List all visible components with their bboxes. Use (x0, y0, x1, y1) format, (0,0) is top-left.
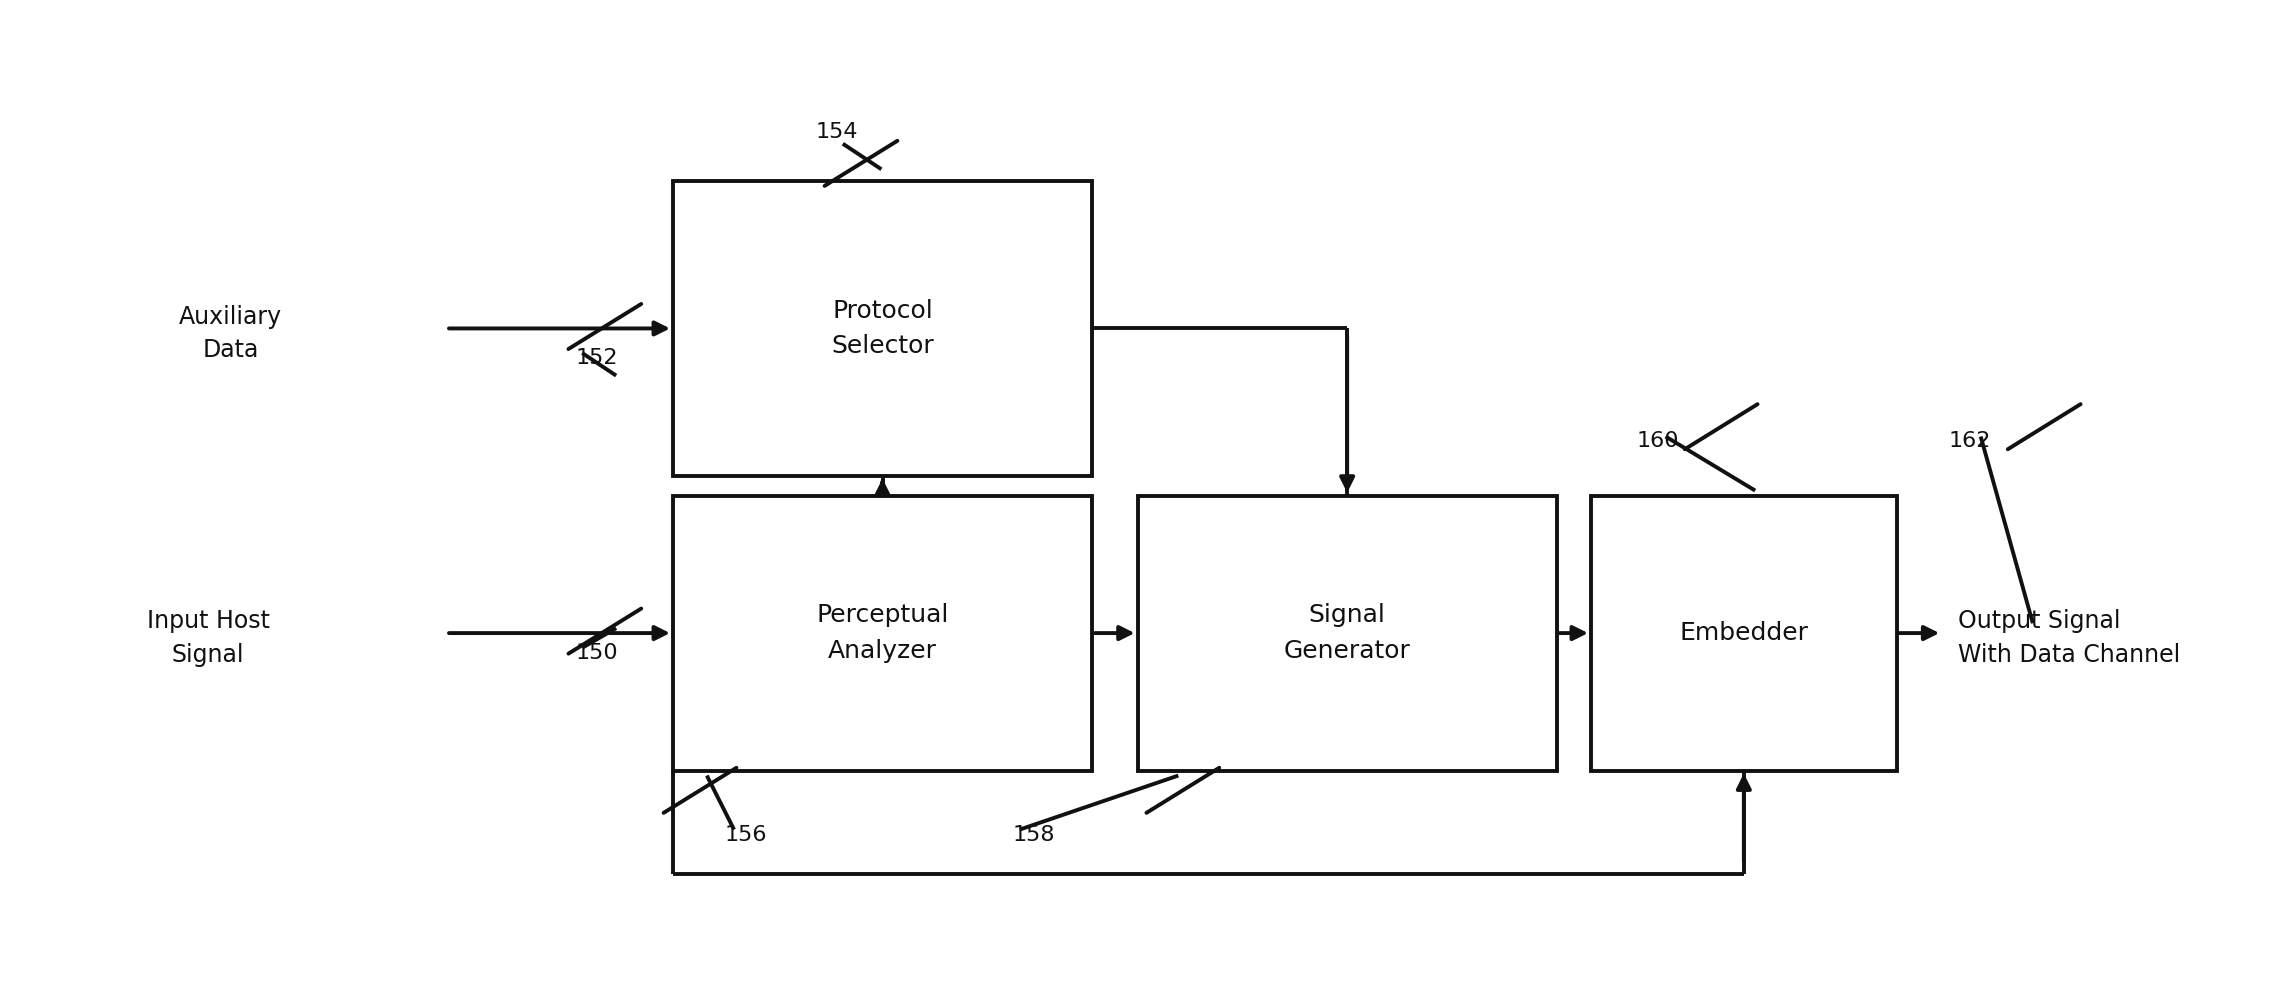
Text: 150: 150 (576, 643, 619, 663)
Text: 162: 162 (1950, 431, 1991, 452)
Text: 152: 152 (576, 348, 619, 368)
Text: 154: 154 (817, 122, 858, 142)
Text: 156: 156 (726, 825, 767, 844)
Text: Perceptual
Analyzer: Perceptual Analyzer (817, 604, 949, 663)
Bar (673, 496, 1092, 771)
Text: Signal
Generator: Signal Generator (1283, 604, 1410, 663)
Bar (1590, 496, 1897, 771)
Bar (1138, 496, 1556, 771)
Text: Auxiliary
Data: Auxiliary Data (180, 304, 282, 362)
Text: Output Signal
With Data Channel: Output Signal With Data Channel (1959, 609, 2179, 667)
Bar (673, 181, 1092, 476)
Text: Protocol
Selector: Protocol Selector (830, 298, 933, 358)
Text: Embedder: Embedder (1679, 621, 1809, 645)
Text: Input Host
Signal: Input Host Signal (146, 609, 271, 667)
Text: 158: 158 (1012, 825, 1056, 844)
Text: 160: 160 (1636, 431, 1679, 452)
